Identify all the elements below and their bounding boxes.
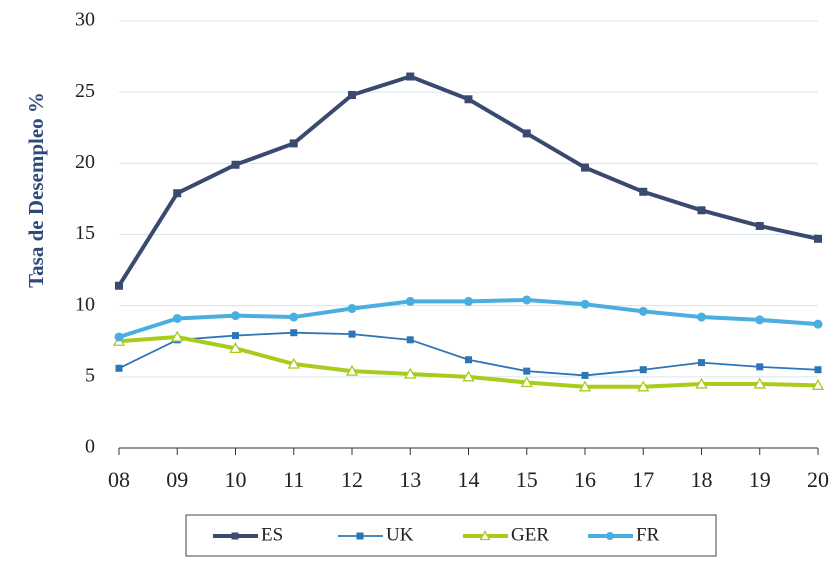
marker [578,380,592,392]
marker [115,281,123,290]
marker [522,129,531,138]
marker [639,366,647,374]
y-tick-label: 25 [75,80,95,102]
marker [814,234,822,243]
marker [639,187,648,196]
y-tick-label: 30 [75,9,95,31]
marker [464,296,473,306]
x-tick-label: 09 [166,467,188,492]
marker [348,91,356,100]
marker [813,319,823,329]
marker [755,221,764,230]
marker [464,95,473,104]
y-tick-label: 0 [85,436,95,458]
marker [637,380,650,392]
marker [231,160,240,169]
y-tick-label: 15 [75,222,95,244]
x-tick-label: 15 [516,467,538,492]
y-tick-label: 10 [75,293,95,315]
x-tick-label: 13 [399,467,421,492]
x-tick-label: 10 [225,467,247,492]
marker [348,330,356,338]
marker [465,356,472,364]
x-tick-label: 11 [283,467,304,492]
marker [753,377,766,389]
x-tick-label: 20 [807,467,829,492]
marker [173,189,182,198]
marker [405,296,415,306]
marker [406,72,415,81]
marker [404,367,417,379]
marker [695,377,708,389]
marker [580,299,590,309]
x-tick-label: 14 [458,467,480,492]
x-tick-label: 08 [108,467,130,492]
marker [290,329,298,337]
x-tick-label: 19 [749,467,771,492]
x-tick-label: 12 [341,467,363,492]
marker [114,332,124,342]
marker [638,306,648,316]
marker [345,364,359,376]
marker [289,312,299,322]
legend-label: ES [261,524,283,545]
series-line [118,331,819,377]
marker [755,315,765,325]
legend-label: FR [636,524,660,545]
marker [172,313,182,323]
marker [581,163,589,172]
marker [698,359,705,367]
marker [287,357,300,369]
legend-label: GER [511,524,549,545]
marker [811,379,825,391]
marker [522,295,532,305]
legend-label: UK [386,524,414,545]
marker [231,532,239,540]
y-tick-label: 20 [75,151,95,173]
marker [171,330,184,342]
marker [479,530,491,541]
marker [232,332,239,340]
x-tick-label: 18 [691,467,713,492]
marker [347,304,357,314]
marker [229,342,242,354]
x-tick-label: 17 [632,467,654,492]
marker [756,363,764,371]
marker [406,336,414,344]
series-line [117,74,819,287]
y-axis-label: Tasa de Desempleo % [24,92,48,288]
marker [814,366,822,374]
marker [231,311,240,321]
x-tick-label: 16 [574,467,596,492]
marker [115,364,123,372]
marker [462,370,475,382]
marker [581,371,589,379]
marker [523,367,531,375]
marker [289,139,298,148]
marker [697,312,706,322]
marker [356,532,364,540]
marker [606,532,614,540]
marker [697,206,706,215]
marker [520,376,533,388]
y-tick-label: 5 [85,364,95,386]
